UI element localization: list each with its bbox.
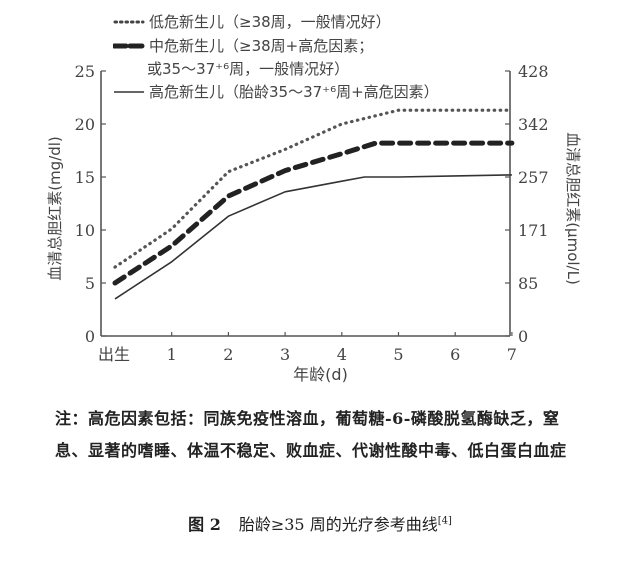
- x-axis-title: 年龄(d): [293, 365, 348, 384]
- axis-labels: 0 5 10 15 20 25 0 85 171 257 342 428 出生 1 2 3 4 5 6 7 年龄(d) 血…: [46, 62, 582, 384]
- footnote: 注：高危因素包括：同族免疫性溶血，葡萄糖-6-磷酸脱氢酶缺乏，窒息、显著的嗜睡、…: [55, 409, 567, 460]
- legend-item-low-risk: 低危新生儿（≥38周，一般情况好）: [113, 10, 439, 34]
- y-right-tick-label: 342: [518, 115, 549, 134]
- series-dashed-line: [112, 140, 515, 286]
- legend-label-high-risk: 高危新生儿（胎龄35～37⁺⁶周+高危因素）: [149, 83, 439, 101]
- chart-canvas: 0 5 10 15 20 25 0 85 171 257 342 428 出生 1 2 3 4 5 6 7 年龄(d) 血…: [46, 62, 582, 384]
- figure-caption: 图 2 胎龄≥35 周的光疗参考曲线[4]: [0, 511, 640, 535]
- legend-label-mid-risk: 中危新生儿（≥38周+高危因素；: [149, 37, 374, 55]
- legend-item-mid-risk: 中危新生儿（≥38周+高危因素；: [113, 34, 439, 58]
- axes: [100, 70, 513, 337]
- legend: 低危新生儿（≥38周，一般情况好） 中危新生儿（≥38周+高危因素； 或35～3…: [113, 10, 439, 104]
- x-tick-label: 4: [337, 345, 347, 364]
- series-dotted-line: [113, 108, 514, 269]
- x-tick-label: 6: [450, 345, 460, 364]
- y-right-tick-label: 428: [518, 62, 549, 81]
- y-right-tick-label: 0: [518, 327, 528, 346]
- x-tick-label: 出生: [98, 345, 130, 364]
- y-right-tick-label: 171: [518, 221, 549, 240]
- x-tick-label: 2: [223, 345, 233, 364]
- figure-number: 图 2: [188, 515, 221, 534]
- y-right-tick-label: 85: [518, 274, 538, 293]
- y-axis-title-right: 血清总胆红素(μmol/L): [564, 132, 582, 285]
- series-solid-line: [114, 174, 512, 300]
- y-tick-label: 15: [75, 168, 95, 187]
- legend-label-low-risk: 低危新生儿（≥38周，一般情况好）: [149, 13, 391, 31]
- caption-text: 胎龄≥35 周的光疗参考曲线: [238, 515, 438, 534]
- x-tick-label: 3: [280, 345, 290, 364]
- dashed-line-icon: [113, 43, 145, 49]
- reference-mark: [4]: [437, 515, 452, 527]
- y-tick-label: 5: [85, 274, 95, 293]
- x-tick-label: 1: [167, 345, 177, 364]
- y-tick-label: 0: [85, 327, 95, 346]
- legend-label-mid-risk-2: 或35～37⁺⁶周，一般情况好）: [147, 60, 350, 78]
- dotted-line-icon: [113, 20, 145, 24]
- legend-item-high-risk: 高危新生儿（胎龄35～37⁺⁶周+高危因素）: [113, 80, 439, 104]
- y-tick-label: 10: [75, 221, 95, 240]
- y-tick-label: 25: [75, 62, 95, 81]
- y-tick-label: 20: [75, 115, 95, 134]
- y-axis-title-left: 血清总胆红素(mg/dl): [46, 136, 64, 281]
- x-tick-label: 5: [393, 345, 403, 364]
- y-right-tick-label: 257: [518, 168, 549, 187]
- solid-line-icon: [114, 91, 144, 93]
- legend-item-mid-risk-cont: 或35～37⁺⁶周，一般情况好）: [113, 58, 439, 80]
- data-series: [112, 108, 515, 300]
- x-tick-label: 7: [507, 345, 517, 364]
